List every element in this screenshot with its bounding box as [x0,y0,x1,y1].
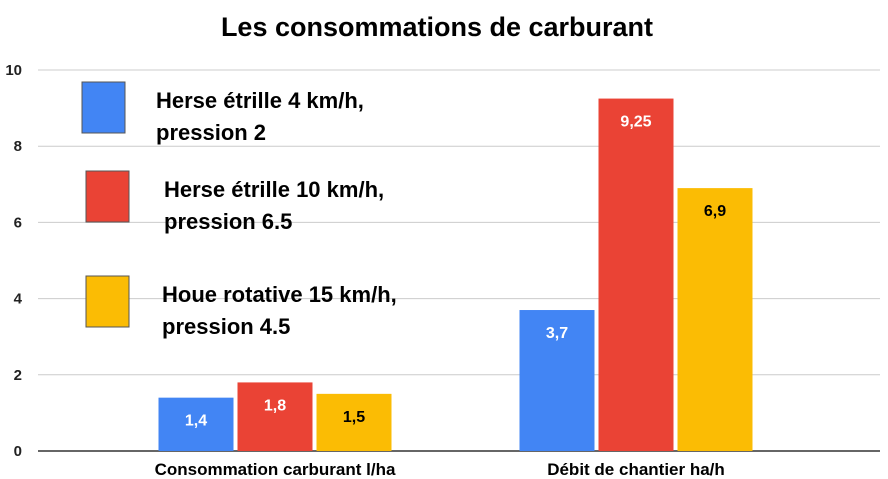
y-tick-label: 0 [14,443,22,460]
legend-label: Herse étrille 4 km/h, [156,88,364,113]
bar [598,98,674,451]
bar [158,397,234,451]
data-label: 3,7 [546,325,568,342]
legend-swatch [85,170,130,223]
x-category-label: Débit de chantier ha/h [547,460,725,479]
legend-label: Herse étrille 10 km/h, [164,177,384,202]
bar [519,310,595,451]
y-tick-label: 2 [14,367,22,384]
data-label: 9,25 [620,114,651,131]
bars [158,98,753,452]
x-category-label: Consommation carburant l/ha [155,460,396,479]
data-label: 1,4 [185,413,207,430]
legend-label: pression 2 [156,120,266,145]
legend-label: pression 4.5 [162,314,290,339]
legend-item: Houe rotative 15 km/h, pression 4.5 [85,275,397,339]
y-tick-label: 4 [14,291,23,308]
y-axis: 0 2 4 6 8 10 [5,62,22,460]
x-axis: Consommation carburant l/ha Débit de chan… [155,460,725,479]
data-label: 1,5 [343,409,365,426]
legend-item: Herse étrille 10 km/h, pression 6.5 [85,170,384,234]
data-label: 1,8 [264,397,286,414]
legend-swatch [85,275,130,328]
bar [677,188,753,452]
data-labels: 1,4 1,8 1,5 3,7 9,25 6,9 [185,114,726,430]
legend-swatch [81,81,126,134]
y-tick-label: 6 [14,214,22,231]
legend-item: Herse étrille 4 km/h, pression 2 [81,81,364,145]
y-tick-label: 8 [14,138,22,155]
legend-label: Houe rotative 15 km/h, [162,282,397,307]
bar [316,393,392,451]
bar [237,382,313,451]
y-tick-label: 10 [5,62,22,79]
data-label: 6,9 [704,203,726,220]
chart-title: Les consommations de carburant [221,12,653,42]
legend-label: pression 6.5 [164,209,292,234]
